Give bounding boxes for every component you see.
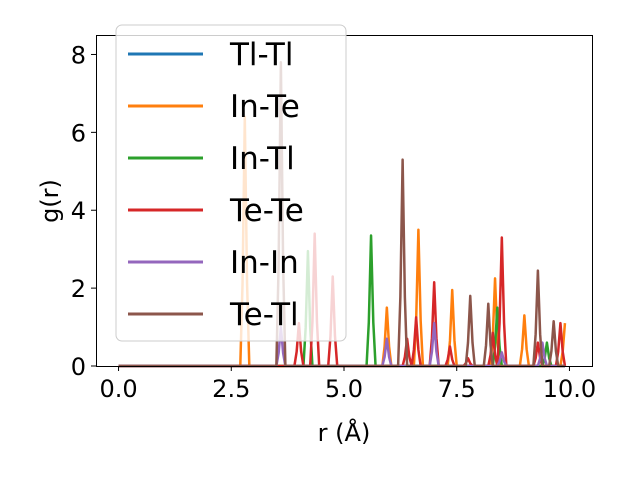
legend: Tl-Tl In-Te In-Tl Te-Te In-In Te-Tl xyxy=(115,24,347,342)
y-tick-label: 8 xyxy=(71,41,86,69)
legend-label: Tl-Tl xyxy=(229,37,293,73)
y-tick-label: 6 xyxy=(71,119,86,147)
legend-label: In-Tl xyxy=(230,141,295,177)
y-tick-label: 2 xyxy=(71,275,86,303)
x-tick-label: 0.0 xyxy=(99,375,137,403)
legend-label: In-In xyxy=(230,245,299,281)
legend-label: In-Te xyxy=(230,89,300,125)
x-tick-label: 7.5 xyxy=(438,375,476,403)
legend-label: Te-Tl xyxy=(229,297,299,333)
y-tick-label: 4 xyxy=(71,197,86,225)
x-tick-label: 2.5 xyxy=(212,375,250,403)
x-tick-label: 5.0 xyxy=(325,375,363,403)
x-axis-label: r (Å) xyxy=(318,418,371,447)
y-tick-label: 0 xyxy=(71,353,86,381)
y-axis-label: g(r) xyxy=(36,179,64,223)
x-tick-label: 10.0 xyxy=(543,375,596,403)
ticks-layer: 0.0 2.5 5.0 7.5 10.0 0 2 4 6 8 xyxy=(71,41,596,403)
legend-label: Te-Te xyxy=(229,193,304,229)
